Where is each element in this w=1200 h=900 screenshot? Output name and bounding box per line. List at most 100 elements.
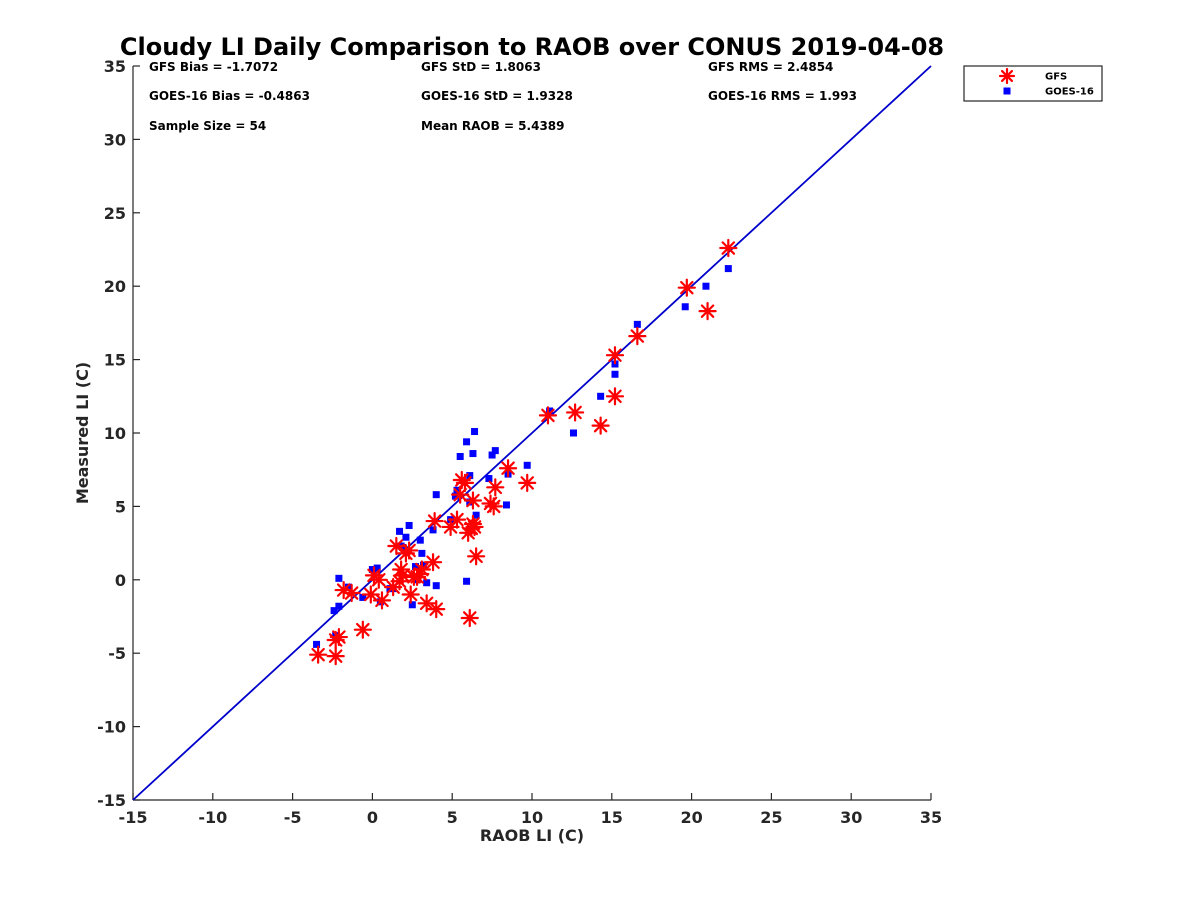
- goes16-point: [368, 566, 376, 574]
- x-tick-label: 15: [601, 808, 623, 827]
- gfs-point: [467, 547, 486, 566]
- series-gfs: [309, 238, 738, 666]
- y-tick-label: 20: [104, 277, 126, 296]
- goes16-point: [488, 451, 496, 459]
- goes16-point: [416, 536, 424, 544]
- goes16-point: [335, 574, 343, 582]
- one-to-one-line: [132, 65, 932, 801]
- goes16-point: [466, 498, 474, 506]
- gfs-point: [369, 570, 388, 589]
- goes16-point: [491, 447, 499, 455]
- x-ticks: -15 -10 -5 0 5 10 15 20 25 30 35: [119, 793, 942, 827]
- x-tick-label: 20: [680, 808, 702, 827]
- gfs-point: [605, 346, 625, 365]
- goes16-point: [432, 491, 440, 499]
- gfs-point: [417, 594, 436, 613]
- legend-box: [963, 65, 1103, 102]
- legend: GFS GOES-16: [963, 65, 1103, 102]
- y-tick-label: 15: [104, 351, 126, 370]
- goes16-point: [432, 582, 440, 590]
- gfs-point: [412, 560, 431, 579]
- y-tick-label: -10: [97, 718, 126, 737]
- stat-text: GFS RMS = 2.4854: [708, 60, 833, 74]
- y-tick-label: 30: [104, 130, 126, 149]
- goes16-point: [405, 521, 413, 529]
- goes16-point: [463, 438, 471, 446]
- x-tick-label: -5: [284, 808, 302, 827]
- goes16-point: [463, 577, 471, 585]
- stat-text: Sample Size = 54: [149, 119, 266, 133]
- goes16-point: [313, 640, 321, 648]
- legend-gfs-marker: [998, 67, 1016, 85]
- reference-line-group: [132, 65, 932, 801]
- y-tick-label: 35: [104, 57, 126, 76]
- gfs-point: [372, 591, 392, 610]
- goes16-point: [359, 593, 367, 601]
- gfs-point: [387, 536, 406, 556]
- legend-goes16-marker: [1003, 87, 1011, 95]
- goes16-point: [335, 602, 343, 610]
- x-tick-label: 30: [840, 808, 862, 827]
- x-tick-label: 25: [760, 808, 782, 827]
- legend-label: GFS: [1045, 72, 1067, 83]
- x-tick-label: -15: [119, 808, 148, 827]
- gfs-point: [353, 620, 372, 639]
- goes16-point: [402, 533, 410, 541]
- goes16-point: [569, 429, 577, 437]
- goes16-point: [330, 607, 338, 615]
- gfs-point: [463, 491, 483, 510]
- goes16-point: [485, 475, 493, 483]
- goes16-point: [411, 563, 419, 571]
- y-ticks: -15 -10 -5 0 5 10 15 20 25 30 35: [97, 57, 140, 810]
- gfs-point: [423, 553, 443, 572]
- goes16-point: [418, 549, 426, 557]
- gfs-point: [677, 278, 696, 297]
- goes16-point: [423, 579, 431, 587]
- goes16-point: [466, 472, 474, 480]
- x-tick-label: 0: [367, 808, 378, 827]
- y-tick-label: -5: [108, 644, 126, 663]
- legend-label: GOES-16: [1045, 87, 1094, 98]
- gfs-point: [326, 647, 345, 666]
- gfs-point: [393, 566, 412, 585]
- stat-text: Mean RAOB = 5.4389: [421, 119, 565, 133]
- gfs-point: [484, 497, 503, 516]
- goes16-point: [456, 452, 464, 460]
- goes16-point: [523, 461, 531, 469]
- gfs-point: [498, 459, 518, 478]
- gfs-point: [565, 403, 585, 422]
- gfs-point: [309, 645, 328, 664]
- goes16-point: [681, 303, 689, 311]
- x-tick-label: -10: [198, 808, 227, 827]
- y-tick-label: 10: [104, 424, 126, 443]
- goes16-point: [724, 265, 732, 273]
- gfs-point: [447, 510, 467, 529]
- gfs-point: [698, 302, 717, 321]
- gfs-point: [425, 511, 444, 531]
- gfs-point: [329, 627, 348, 647]
- goes16-point: [472, 511, 480, 519]
- goes16-point: [429, 526, 437, 534]
- gfs-point: [538, 406, 558, 425]
- goes16-point: [546, 407, 554, 415]
- goes16-point: [633, 320, 641, 328]
- stat-text: GOES-16 RMS = 1.993: [708, 89, 857, 103]
- y-tick-label: -15: [97, 791, 126, 810]
- chart-title: Cloudy LI Daily Comparison to RAOB over …: [120, 33, 944, 61]
- gfs-point: [591, 416, 610, 435]
- goes16-point: [469, 450, 477, 458]
- gfs-point: [605, 387, 625, 406]
- x-axis-label: RAOB LI (C): [480, 826, 584, 845]
- goes16-point: [408, 601, 416, 609]
- y-axis-label: Measured LI (C): [73, 362, 92, 504]
- stat-text: GFS StD = 1.8063: [421, 60, 541, 74]
- stat-text: GFS Bias = -1.7072: [149, 60, 278, 74]
- goes16-point: [502, 501, 510, 509]
- goes16-point: [611, 370, 619, 378]
- gfs-point: [486, 478, 505, 497]
- x-tick-label: 35: [920, 808, 942, 827]
- goes16-point: [451, 492, 459, 500]
- gfs-point: [460, 608, 479, 628]
- y-tick-label: 0: [115, 571, 126, 590]
